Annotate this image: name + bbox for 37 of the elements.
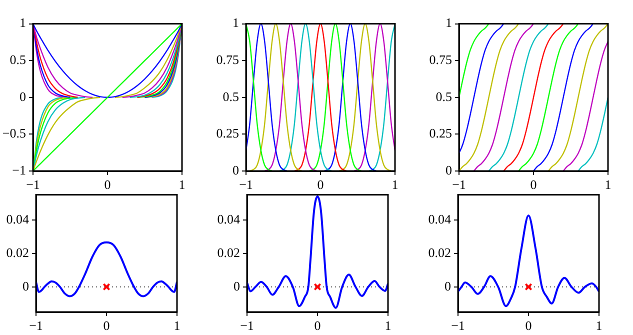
y-tick-label: 0 xyxy=(444,278,451,294)
x-tick-label: 1 xyxy=(604,177,612,192)
x-tick-label: −1 xyxy=(29,318,43,334)
x-tick-label: 1 xyxy=(384,318,392,334)
y-tick-label: 0 xyxy=(20,88,26,104)
y-tick-label: 0.02 xyxy=(428,244,451,260)
x-tick-label: 1 xyxy=(596,318,602,334)
y-tick-label: 0.75 xyxy=(216,52,239,68)
y-tick-label: 1 xyxy=(446,15,452,30)
y-tick-label: 0.25 xyxy=(216,126,239,141)
y-tick-label: 1 xyxy=(20,15,26,30)
x-tick-label: 1 xyxy=(174,318,180,334)
y-tick-label: 1 xyxy=(232,15,239,30)
y-tick-label: 0.25 xyxy=(429,126,452,141)
y-tick-label: −0.5 xyxy=(2,126,26,141)
y-tick-label: 0 xyxy=(22,278,29,294)
x-tick-label: 1 xyxy=(178,177,186,192)
y-tick-label: 0.02 xyxy=(217,244,240,260)
y-tick-label: 0.5 xyxy=(436,88,452,104)
y-tick-label: 0.75 xyxy=(429,52,452,68)
y-tick-label: 0 xyxy=(234,278,240,294)
y-tick-label: 0.04 xyxy=(217,211,240,226)
y-tick-label: 0 xyxy=(446,162,452,178)
x-tick-label: 0 xyxy=(525,318,532,334)
x-tick-label: 0 xyxy=(103,318,110,334)
x-tick-label: 1 xyxy=(392,177,398,192)
y-tick-label: −1 xyxy=(12,162,26,178)
y-tick-label: 0.04 xyxy=(428,211,452,226)
x-tick-label: 0 xyxy=(314,318,321,334)
y-tick-label: 0.02 xyxy=(6,244,29,260)
x-tick-label: 0 xyxy=(530,177,537,192)
y-tick-label: 0.04 xyxy=(6,211,30,226)
y-tick-label: 0.5 xyxy=(10,52,26,68)
x-tick-label: 0 xyxy=(317,177,324,192)
y-tick-label: 0 xyxy=(232,162,239,178)
x-tick-label: 0 xyxy=(104,177,111,192)
y-tick-label: 0.5 xyxy=(222,88,239,104)
